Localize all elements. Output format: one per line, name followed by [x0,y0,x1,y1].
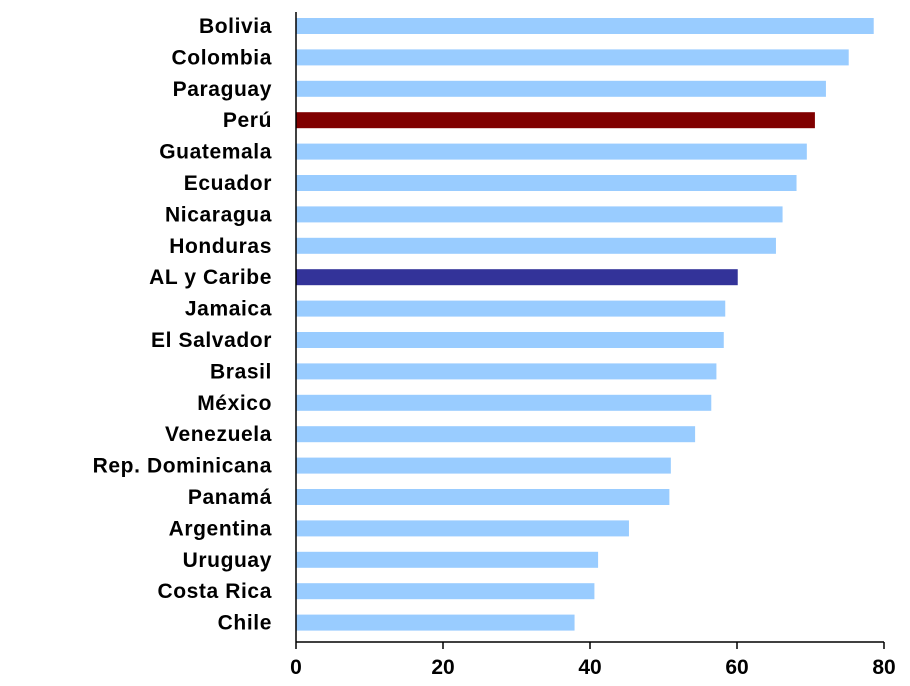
category-label: Rep. Dominicana [93,455,272,478]
category-label: Chile [218,612,272,635]
x-tick-label: 20 [431,656,454,679]
bar-perú [296,112,815,129]
bar-al-y-caribe [296,269,738,286]
category-label: Uruguay [183,549,272,572]
bar-jamaica [296,300,726,317]
bars-group [296,18,874,631]
category-label: Perú [223,109,272,132]
bar-méxico [296,394,712,411]
category-label: Paraguay [173,78,272,101]
bar-panamá [296,489,670,505]
bar-brasil [296,363,717,380]
bar-el-salvador [296,332,724,348]
category-label: El Salvador [151,329,272,352]
category-label: Ecuador [184,172,272,195]
category-label: Bolivia [199,15,272,38]
category-label: Panamá [188,486,272,509]
bar-paraguay [296,80,826,97]
bar-ecuador [296,175,797,191]
category-label: Venezuela [165,423,272,446]
bar-nicaragua [296,206,783,223]
category-label: Nicaragua [165,203,272,226]
bar-guatemala [296,143,807,160]
category-label: Colombia [172,46,272,69]
category-label: Jamaica [185,298,272,321]
x-tick-label: 40 [578,656,601,679]
category-labels: Bolivia Colombia Paraguay Perú Guatemala Ecua… [93,15,272,635]
bar-colombia [296,49,849,66]
category-label: AL y Caribe [149,266,272,289]
bar-chile [296,614,575,631]
x-tick-label: 0 [290,656,302,679]
bar-bolivia [296,18,874,34]
category-label: Guatemala [159,141,272,164]
category-label: Honduras [169,235,272,258]
x-tick-label: 80 [872,656,895,679]
bar-honduras [296,237,776,254]
x-axis-ticks [295,642,885,649]
bar-rep-dominicana [296,457,671,474]
x-tick-label: 60 [725,656,748,679]
bar-costa-rica [296,583,595,600]
category-label: Brasil [210,360,272,383]
bar-argentina [296,520,629,537]
bar-uruguay [296,551,599,568]
x-tick-labels: 0 20 40 60 80 [290,656,896,679]
bar-venezuela [296,426,696,443]
category-label: Costa Rica [157,580,272,603]
category-label: México [197,392,272,415]
category-label: Argentina [169,517,272,540]
